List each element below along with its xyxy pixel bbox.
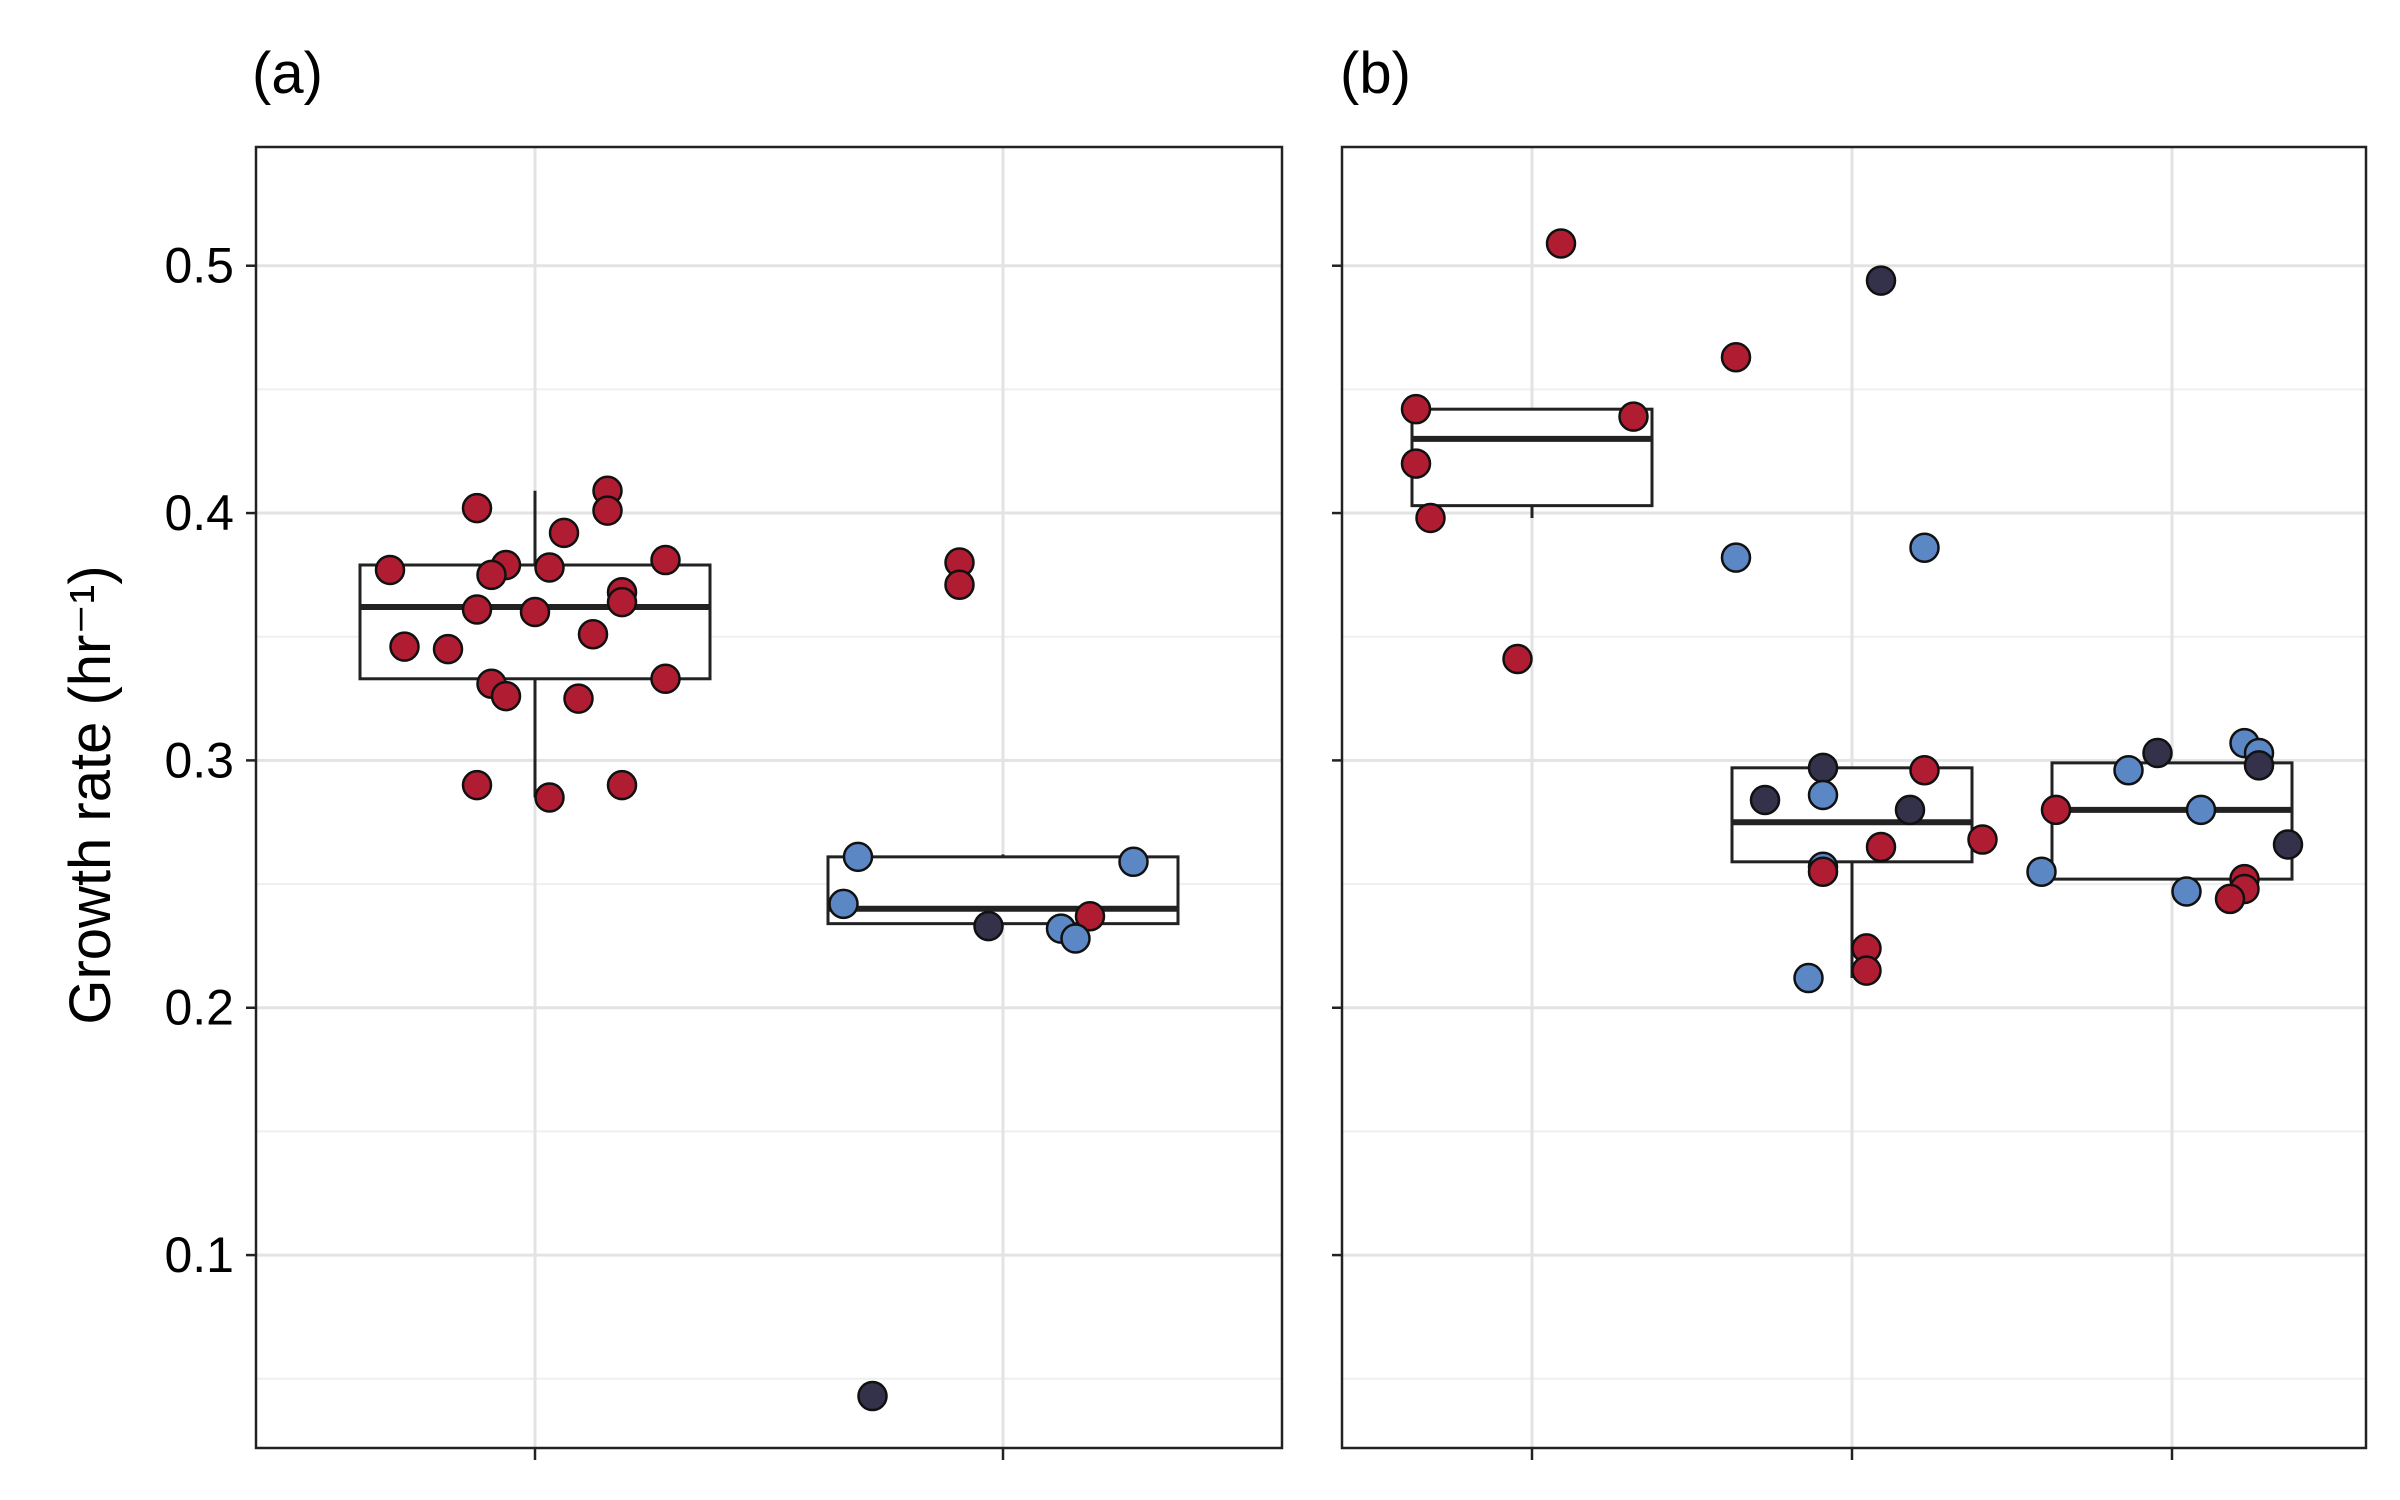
data-point: [548, 517, 580, 549]
data-point: [857, 1380, 888, 1412]
data-point: [1400, 448, 1432, 479]
data-point: [534, 782, 565, 813]
data-point: [461, 769, 493, 801]
data-point: [1894, 794, 1926, 826]
y-tick-label: 0.1: [164, 1227, 234, 1283]
y-tick-label: 0.4: [164, 485, 234, 541]
y-axis-title: Growth rate (hr⁻¹): [58, 565, 123, 1024]
panel-frame: [254, 145, 1284, 1450]
data-point: [1060, 923, 1091, 954]
panel-b: [1332, 145, 2368, 1460]
data-point: [461, 492, 493, 524]
data-point: [592, 495, 623, 526]
panel-label-a: (a): [252, 41, 323, 106]
data-point: [2185, 794, 2217, 826]
data-point: [374, 554, 406, 586]
data-point: [1865, 265, 1897, 296]
data-point: [1415, 502, 1446, 534]
data-point: [432, 633, 464, 665]
data-point: [1720, 341, 1752, 373]
data-point: [2214, 883, 2246, 915]
data-point: [1720, 542, 1752, 573]
data-point: [1851, 955, 1882, 986]
data-point: [1749, 784, 1781, 816]
data-point: [1909, 532, 1940, 563]
data-point: [842, 841, 874, 873]
y-tick-label: 0.3: [164, 732, 234, 788]
data-point: [973, 910, 1004, 942]
y-tick-label: 0.5: [164, 238, 234, 294]
data-point: [1118, 846, 1149, 878]
panel-a: 0.1 0.2 0.3 0.4 0.5: [164, 145, 1284, 1460]
data-point: [606, 769, 638, 801]
data-point: [2113, 755, 2144, 786]
data-point: [1400, 393, 1432, 425]
data-point: [1865, 831, 1897, 863]
data-point: [2272, 829, 2304, 860]
data-point: [1807, 752, 1839, 784]
data-point: [1967, 824, 1998, 855]
data-point: [1074, 900, 1106, 932]
data-point: [2040, 794, 2072, 826]
data-point: [606, 586, 638, 618]
data-point: [476, 559, 507, 591]
data-point: [519, 596, 551, 628]
data-point: [490, 680, 522, 712]
data-point: [1502, 643, 1533, 675]
data-point: [1545, 228, 1577, 259]
data-point: [534, 552, 565, 583]
data-point: [944, 569, 975, 601]
data-point: [1807, 779, 1839, 811]
data-point: [650, 663, 681, 695]
box-iqr: [2050, 761, 2294, 881]
data-point: [1909, 755, 1940, 786]
data-point: [1618, 401, 1649, 432]
data-point: [1807, 856, 1839, 887]
panel-frame: [1340, 145, 2368, 1450]
data-point: [2142, 737, 2173, 769]
data-point: [2026, 856, 2057, 887]
data-point: [1793, 962, 1824, 994]
data-point: [577, 619, 609, 650]
data-point: [2243, 750, 2275, 781]
data-point: [563, 683, 594, 714]
y-tick-label: 0.2: [164, 980, 234, 1036]
data-point: [2171, 876, 2202, 907]
box-iqr: [1410, 407, 1654, 508]
data-point: [650, 544, 681, 576]
panel-label-b: (b): [1340, 41, 1411, 106]
data-point: [389, 631, 420, 662]
data-point: [461, 594, 493, 625]
data-point: [828, 888, 859, 920]
